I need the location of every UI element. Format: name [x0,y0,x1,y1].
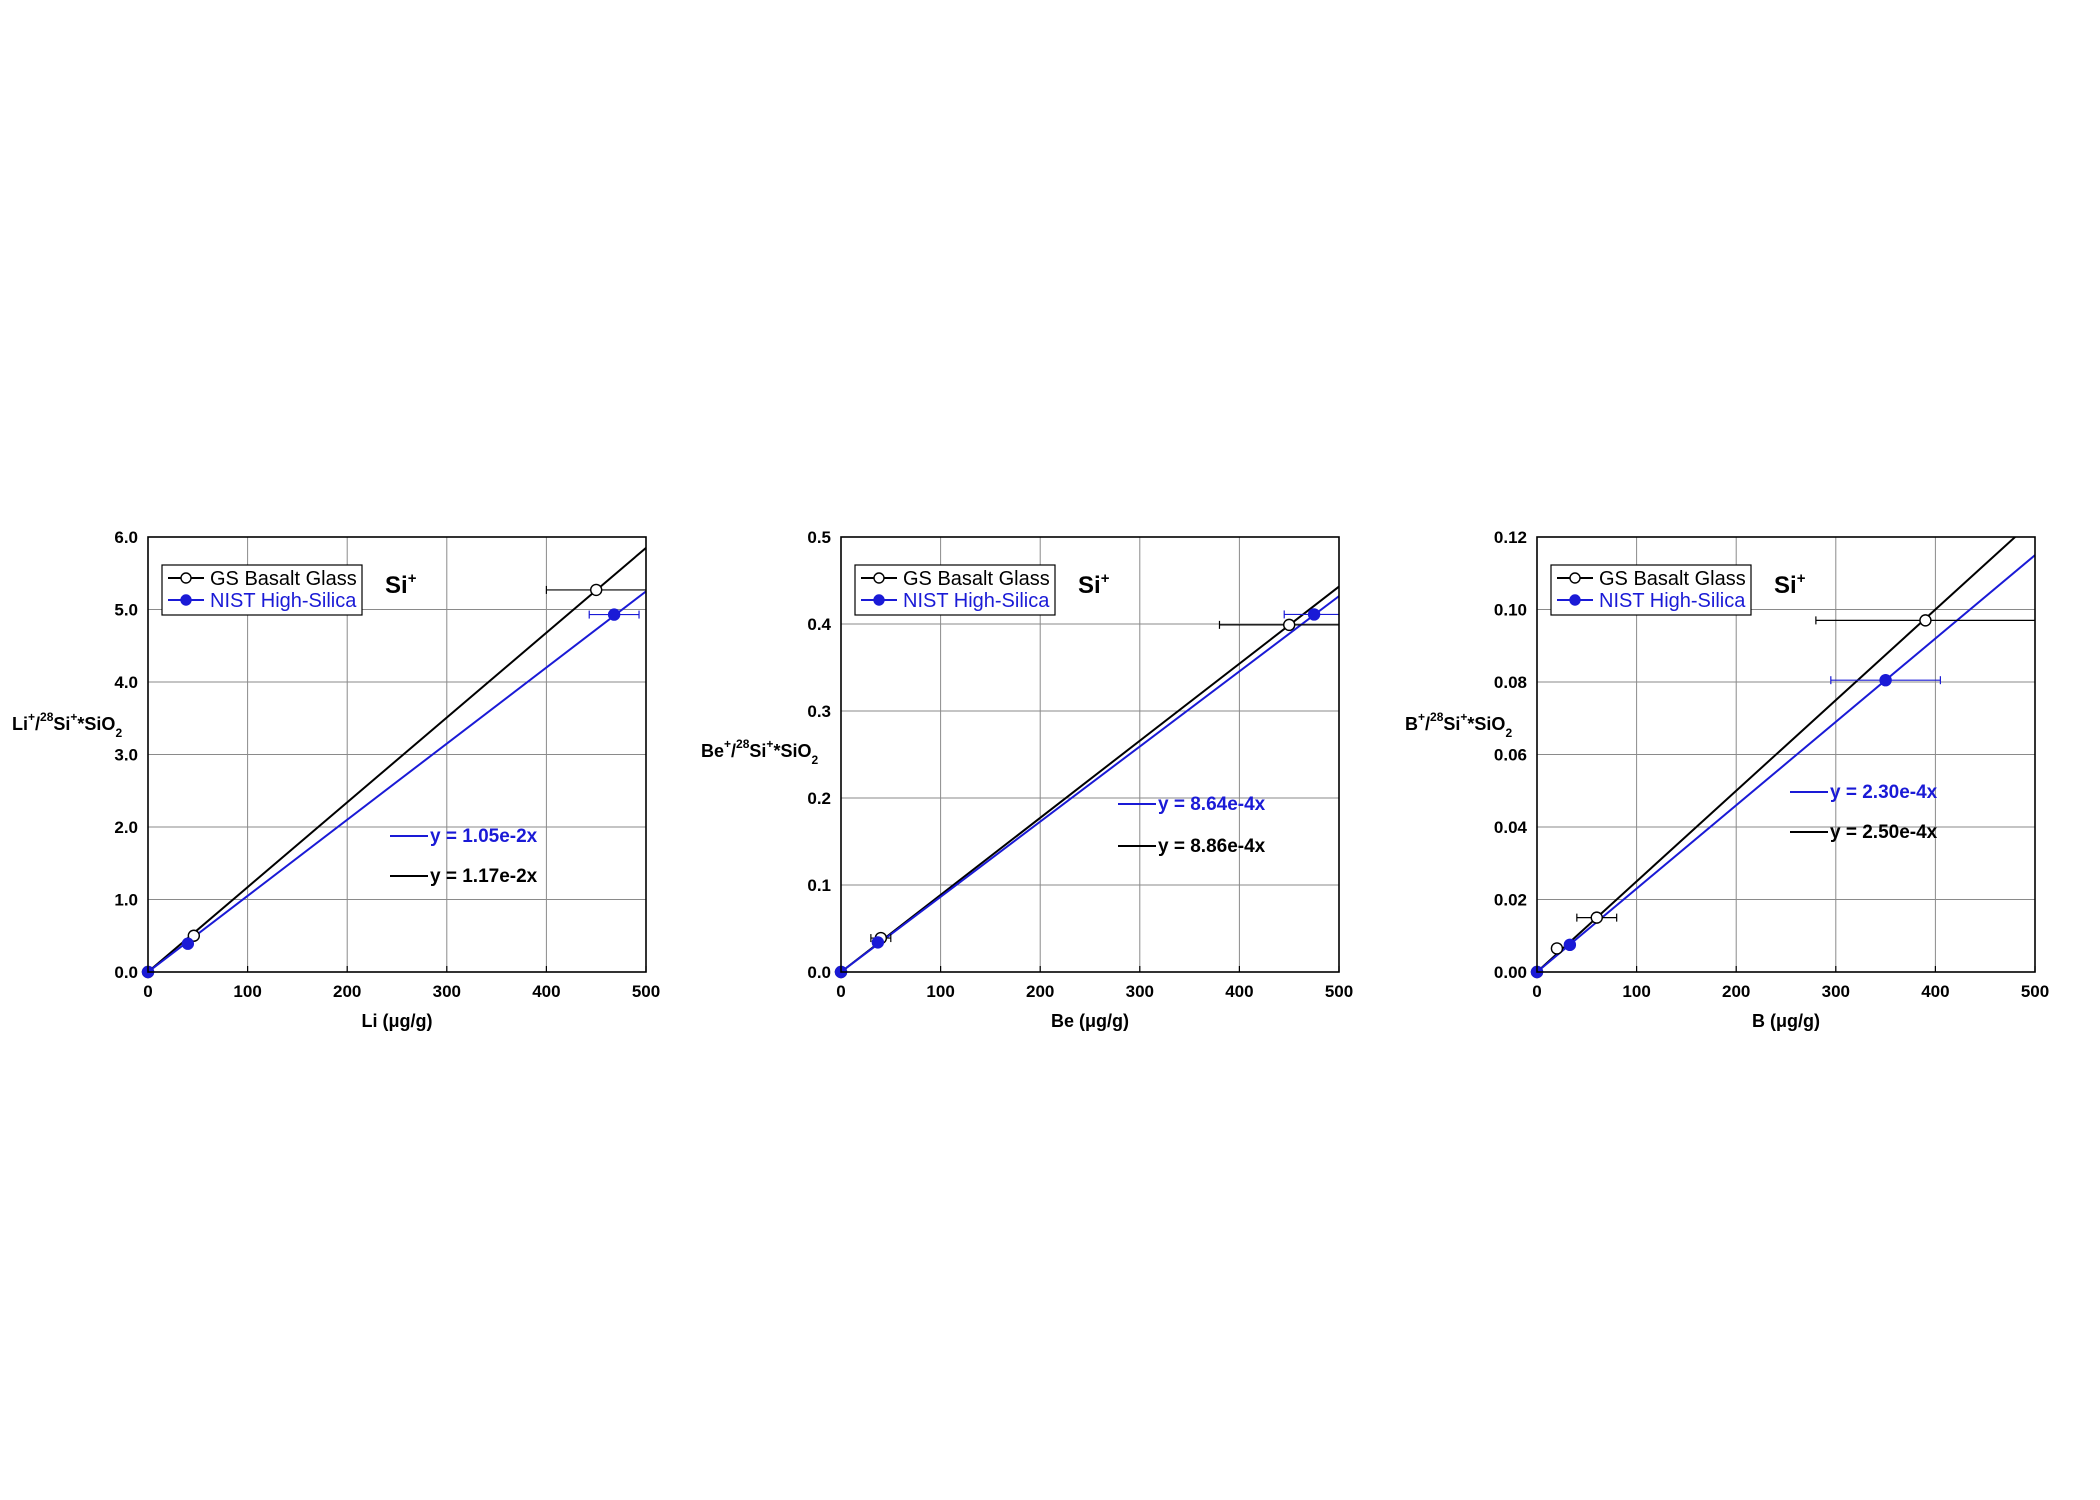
data-point-nist [607,608,621,621]
y-tick-label: 0.5 [807,528,831,547]
data-point-basalt [1282,618,1296,632]
legend-label-basalt: GS Basalt Glass [903,568,1050,590]
y-tick-label: 0.08 [1494,673,1527,692]
data-point-basalt [1550,942,1564,955]
x-tick-label: 100 [926,982,954,1001]
equation-nist: y = 2.30e-4x [1830,782,1938,803]
y-tick-label: 0.10 [1494,601,1527,620]
data-point-nist [181,937,195,950]
legend-marker-nist [873,594,885,606]
equation-basalt: y = 2.50e-4x [1830,822,1938,843]
x-tick-label: 400 [532,982,560,1001]
y-tick-label: 0.3 [807,702,831,721]
x-tick-label: 400 [1921,982,1949,1001]
x-axis-title: Li (μg/g) [362,1011,433,1031]
y-tick-label: 0.1 [807,876,831,895]
y-tick-label: 0.06 [1494,746,1527,765]
y-tick-label: 3.0 [114,746,138,765]
data-point-nist [1307,608,1321,621]
fit-line-nist [1537,554,2035,972]
equation-nist: y = 8.64e-4x [1158,794,1266,815]
legend-marker-basalt [1569,572,1581,584]
y-tick-label: 0.00 [1494,963,1527,982]
y-tick-label: 4.0 [114,673,138,692]
chart-panel-2: 0 100 200 300 400 500 0.0 0.1 0.2 0.3 0.4 0.5 Be (μg… [701,528,1353,1031]
data-point-basalt [590,583,603,597]
x-tick-label: 200 [333,982,361,1001]
x-tick-label: 500 [632,982,660,1001]
y-tick-label: 0.0 [114,963,138,982]
data-point-basalt [1919,614,1932,627]
chart-panel-3: 0 100 200 300 400 500 0.00 0.02 0.04 0.06 0.08 0.10… [1405,528,2049,1031]
x-tick-label: 500 [2021,982,2049,1001]
legend-label-nist: NIST High-Silica [210,590,357,612]
data-point-basalt [1590,911,1603,924]
legend-marker-nist [180,594,192,606]
fit-line-basalt [1537,537,2017,972]
y-tick-label: 5.0 [114,601,138,620]
data-point-nist [871,936,885,949]
x-tick-label: 300 [433,982,461,1001]
x-tick-label: 100 [1622,982,1650,1001]
plot-frame [1536,536,2036,973]
y-tick-label: 0.02 [1494,891,1527,910]
x-axis-title: B (μg/g) [1752,1011,1820,1031]
equation-nist: y = 1.05e-2x [430,826,538,847]
y-tick-label: 0.2 [807,789,831,808]
chart-panel-1: 0 100 200 300 400 500 0.0 1.0 2.0 3.0 4.0 5.0 6.0 Li … [12,528,660,1031]
y-tick-label: 6.0 [114,528,138,547]
legend-label-basalt: GS Basalt Glass [1599,568,1746,590]
x-tick-label: 300 [1822,982,1850,1001]
fit-line-nist [148,590,646,972]
legend-marker-basalt [180,572,192,584]
legend-marker-nist [1569,594,1581,606]
x-tick-label: 200 [1722,982,1750,1001]
legend-box [161,564,363,616]
x-tick-label: 400 [1225,982,1253,1001]
legend-label-nist: NIST High-Silica [1599,590,1746,612]
y-tick-label: 1.0 [114,891,138,910]
y-axis-title: Be+/28Si+*SiO2 [701,737,818,767]
y-axis-title: B+/28Si+*SiO2 [1405,710,1512,740]
ion-label: Si+ [1078,570,1110,599]
fit-line-nist [841,595,1339,972]
y-tick-label: 0.04 [1494,818,1528,837]
plot-frame [840,536,1340,973]
equation-basalt: y = 1.17e-2x [430,866,538,887]
equation-basalt: y = 8.86e-4x [1158,836,1266,857]
ion-label: Si+ [1774,570,1806,599]
data-point-nist [1563,938,1577,952]
legend-label-nist: NIST High-Silica [903,590,1050,612]
legend-marker-basalt [873,572,885,584]
plot-frame [147,536,647,973]
y-tick-label: 2.0 [114,818,138,837]
y-tick-label: 0.4 [807,615,831,634]
x-tick-label: 0 [143,982,152,1001]
legend-box [854,564,1056,616]
y-tick-label: 0.12 [1494,528,1527,547]
data-point-nist [1879,673,1892,687]
ion-label: Si+ [385,570,417,599]
x-tick-label: 300 [1126,982,1154,1001]
y-tick-label: 0.0 [807,963,831,982]
fit-line-basalt [148,547,646,972]
x-tick-label: 0 [836,982,845,1001]
x-tick-label: 200 [1026,982,1054,1001]
x-tick-label: 0 [1532,982,1541,1001]
x-axis-title: Be (μg/g) [1051,1011,1129,1031]
fit-line-basalt [841,585,1339,972]
x-tick-label: 500 [1325,982,1353,1001]
x-tick-label: 100 [233,982,261,1001]
legend-label-basalt: GS Basalt Glass [210,568,357,590]
legend-box [1550,564,1752,616]
y-axis-title: Li+/28Si+*SiO2 [12,710,122,740]
